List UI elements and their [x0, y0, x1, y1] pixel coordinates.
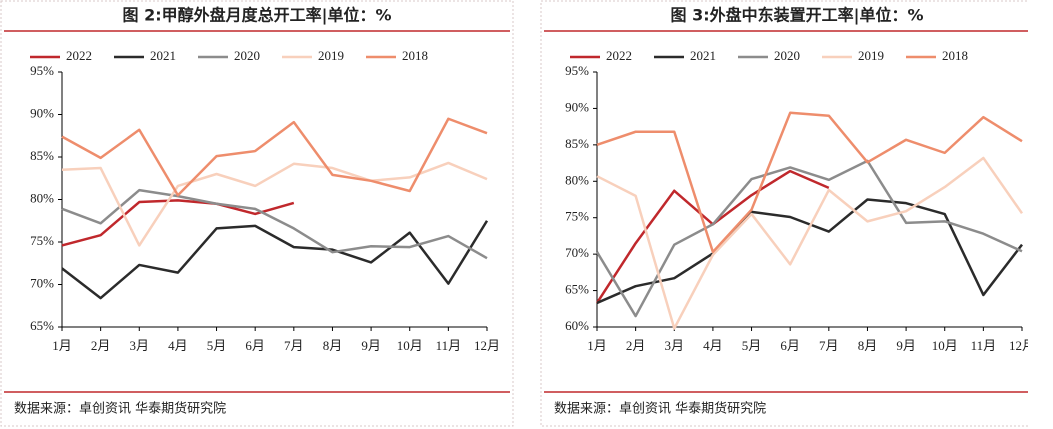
panel-border	[540, 0, 1028, 427]
x-tick-label: 2月	[626, 338, 646, 353]
x-tick-label: 1月	[587, 338, 607, 353]
y-tick-label: 95%	[565, 63, 589, 78]
y-tick-label: 65%	[30, 318, 54, 333]
series-line	[61, 220, 489, 300]
series-line	[61, 161, 488, 247]
x-tick-label: 10月	[932, 338, 958, 353]
y-tick-label: 95%	[30, 63, 54, 78]
x-tick-label: 5月	[742, 338, 762, 353]
x-tick-label: 8月	[323, 338, 343, 353]
source: 数据来源：卓创资讯 华泰期货研究院	[554, 401, 766, 417]
x-tick-label: 9月	[896, 338, 916, 353]
x-tick-label: 7月	[819, 338, 839, 353]
x-tick-label: 12月	[474, 338, 500, 353]
legend-label: 2021	[150, 48, 176, 63]
series-line	[61, 199, 295, 247]
y-tick-label: 75%	[30, 233, 54, 248]
panel: 图 3:外盘中东装置开工率|单位：% 数据来源：卓创资讯 华泰期货研究院 60% 65…	[540, 0, 1035, 427]
legend-label: 2020	[774, 48, 800, 63]
x-tick-label: 3月	[665, 338, 685, 353]
y-tick-label: 90%	[565, 99, 589, 114]
x-tick-label: 1月	[52, 338, 72, 353]
legend-label: 2021	[690, 48, 716, 63]
y-tick-label: 60%	[565, 318, 589, 333]
x-tick-label: 3月	[130, 338, 150, 353]
legend-label: 2018	[402, 48, 428, 63]
panel: 图 2:甲醇外盘月度总开工率|单位：% 数据来源：卓创资讯 华泰期货研究院 65% 7…	[0, 0, 514, 427]
y-tick-label: 70%	[565, 245, 589, 260]
x-tick-label: 2月	[91, 338, 111, 353]
series-line	[595, 169, 830, 304]
y-tick-label: 85%	[565, 136, 589, 151]
panel-border	[0, 0, 514, 427]
series-line	[596, 156, 1024, 330]
x-tick-label: 9月	[361, 338, 381, 353]
x-tick-label: 6月	[245, 338, 265, 353]
legend-label: 2020	[234, 48, 260, 63]
series-line	[596, 111, 1023, 254]
y-tick-label: 80%	[30, 190, 54, 205]
x-tick-label: 11月	[436, 338, 462, 353]
legend-label: 2018	[942, 48, 968, 63]
x-tick-label: 12月	[1009, 338, 1035, 353]
x-tick-label: 11月	[971, 338, 997, 353]
series-line	[61, 188, 488, 260]
y-tick-label: 80%	[565, 172, 589, 187]
y-tick-label: 85%	[30, 148, 54, 163]
legend-label: 2022	[66, 48, 92, 63]
source: 数据来源：卓创资讯 华泰期货研究院	[14, 401, 226, 417]
y-tick-label: 70%	[30, 275, 54, 290]
x-tick-label: 7月	[284, 338, 304, 353]
x-tick-label: 4月	[168, 338, 188, 353]
x-tick-label: 4月	[703, 338, 723, 353]
x-tick-label: 8月	[858, 338, 878, 353]
x-tick-label: 5月	[207, 338, 227, 353]
legend-label: 2019	[858, 48, 884, 63]
y-tick-label: 90%	[30, 105, 54, 120]
x-tick-label: 6月	[780, 338, 800, 353]
chart-title: 图 2:甲醇外盘月度总开工率|单位：%	[123, 6, 392, 26]
chart-title: 图 3:外盘中东装置开工率|单位：%	[671, 6, 924, 26]
series-line	[61, 117, 488, 197]
series-line	[596, 198, 1023, 305]
y-tick-label: 75%	[565, 209, 589, 224]
y-tick-label: 65%	[565, 282, 589, 297]
x-tick-label: 10月	[397, 338, 423, 353]
legend-label: 2022	[606, 48, 632, 63]
legend-label: 2019	[318, 48, 344, 63]
series-line	[595, 159, 1023, 318]
